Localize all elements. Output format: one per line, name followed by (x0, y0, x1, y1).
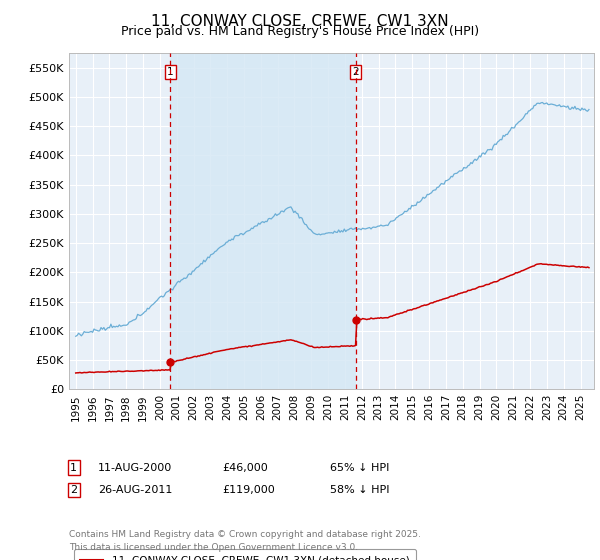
Text: 11-AUG-2000: 11-AUG-2000 (98, 463, 172, 473)
Text: Price paid vs. HM Land Registry's House Price Index (HPI): Price paid vs. HM Land Registry's House … (121, 25, 479, 38)
Bar (170, 53, 356, 389)
Text: 1: 1 (70, 463, 77, 473)
Legend: 11, CONWAY CLOSE, CREWE, CW1 3XN (detached house), HPI: Average price, detached : 11, CONWAY CLOSE, CREWE, CW1 3XN (detach… (74, 549, 416, 560)
Text: 2: 2 (70, 485, 77, 495)
Text: 65% ↓ HPI: 65% ↓ HPI (330, 463, 389, 473)
Text: 58% ↓ HPI: 58% ↓ HPI (330, 485, 389, 495)
Text: 11, CONWAY CLOSE, CREWE, CW1 3XN: 11, CONWAY CLOSE, CREWE, CW1 3XN (151, 14, 449, 29)
Text: £119,000: £119,000 (222, 485, 275, 495)
Text: £46,000: £46,000 (222, 463, 268, 473)
Text: 1: 1 (167, 67, 173, 77)
Text: 2: 2 (353, 67, 359, 77)
Text: Contains HM Land Registry data © Crown copyright and database right 2025.
This d: Contains HM Land Registry data © Crown c… (69, 530, 421, 552)
Text: 26-AUG-2011: 26-AUG-2011 (98, 485, 172, 495)
